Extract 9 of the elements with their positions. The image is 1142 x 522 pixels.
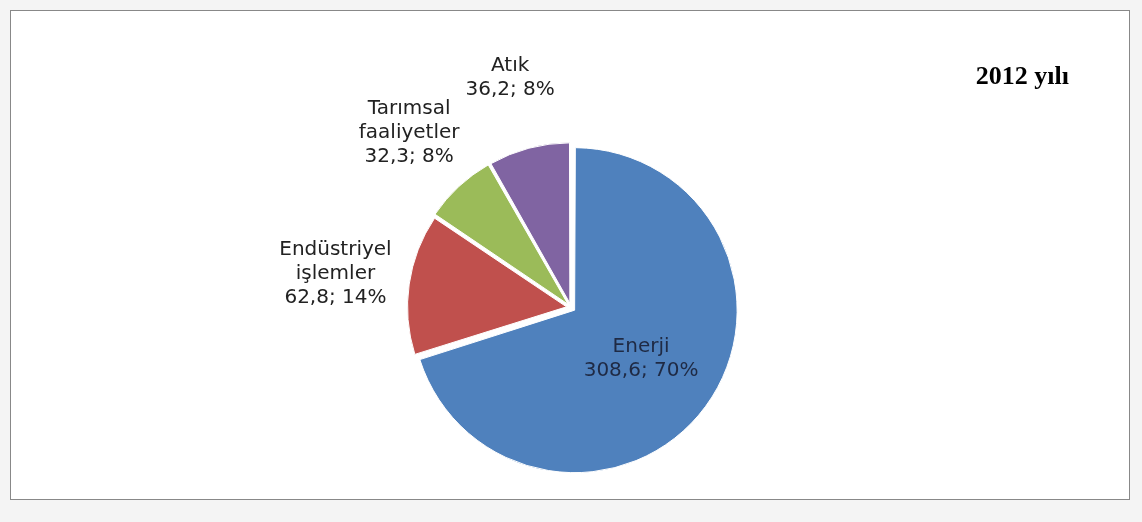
slice-label: Enerji (612, 333, 670, 358)
slice-label: Tarımsal faaliyetler (358, 95, 461, 144)
data-label: 32,3; 8% (364, 143, 454, 168)
slice-label: Endüstriyel işlemler (279, 235, 392, 284)
text: 2012 yılı (975, 61, 1069, 91)
data-label: 62,8; 14% (284, 283, 387, 308)
data-label: 308,6; 70% (583, 357, 699, 382)
data-label: 36,2; 8% (465, 75, 555, 100)
slice-label: Atık (491, 51, 530, 76)
